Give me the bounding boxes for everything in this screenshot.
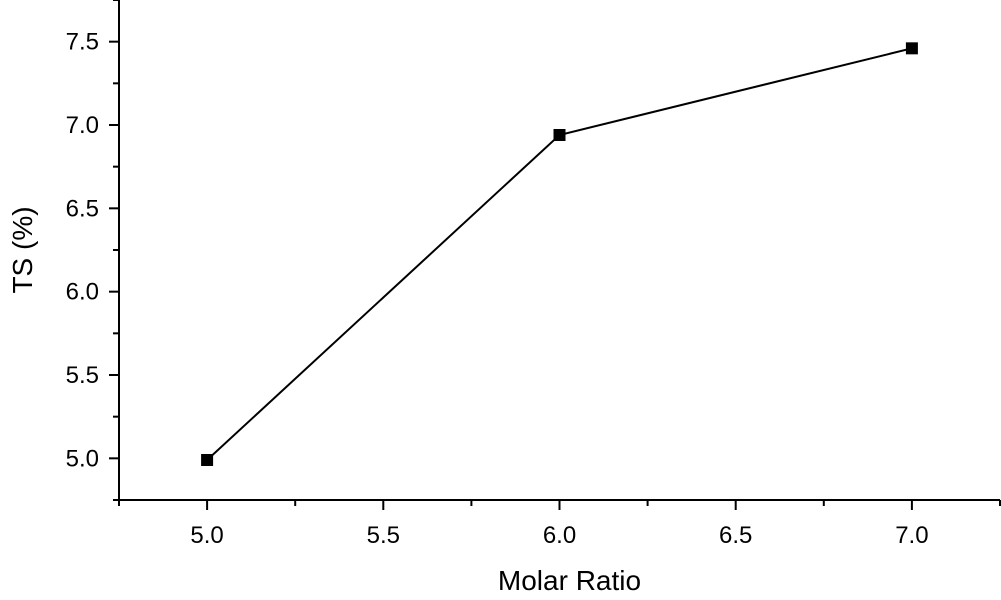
- y-axis-title: TS (%): [7, 206, 38, 293]
- data-point: [553, 129, 566, 141]
- x-tick-label: 5.0: [190, 522, 223, 549]
- axes: [118, 0, 1000, 501]
- x-tick-label: 5.5: [367, 522, 400, 549]
- y-tick-label: 6.5: [66, 195, 99, 222]
- x-tick-label: 7.0: [895, 522, 928, 549]
- y-tick-label: 7.5: [66, 29, 99, 56]
- y-ticks: 5.0 5.5 6.0 6.5 7.0 7.5: [66, 0, 119, 501]
- y-tick-label: 6.0: [66, 279, 99, 306]
- y-tick-label: 5.5: [66, 362, 99, 389]
- x-tick-label: 6.5: [719, 522, 752, 549]
- series-line: [206, 47, 913, 461]
- y-tick-label: 7.0: [66, 112, 99, 139]
- data-point: [201, 454, 214, 466]
- x-axis-title: Molar Ratio: [498, 565, 641, 596]
- data-point: [905, 42, 918, 55]
- plot-area: [201, 42, 918, 466]
- x-ticks: 5.0 5.5 6.0 6.5 7.0: [118, 500, 1001, 549]
- x-tick-label: 6.0: [543, 522, 576, 549]
- y-tick-label: 5.0: [66, 445, 99, 472]
